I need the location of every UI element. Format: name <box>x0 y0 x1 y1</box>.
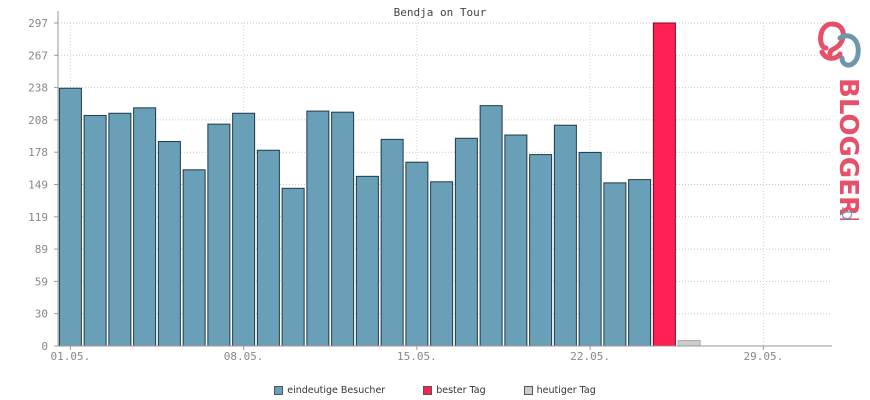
bar <box>652 22 676 347</box>
bar <box>331 111 355 347</box>
bar <box>578 151 602 347</box>
bar <box>405 161 429 347</box>
legend-label-best-day: bester Tag <box>436 385 486 396</box>
bar <box>256 149 280 347</box>
y-tick-label: 178 <box>28 146 48 159</box>
bloggerei-logo: BLOGGEREI .DE <box>818 21 863 220</box>
bar <box>108 112 132 347</box>
legend-item-best-day: bester Tag <box>423 385 486 396</box>
bar <box>306 110 330 347</box>
bar <box>677 340 701 347</box>
chart-title: Bendja on Tour <box>394 6 487 19</box>
bar <box>207 123 231 347</box>
x-tick-label: 22.05. <box>570 350 610 363</box>
bar-group <box>58 22 701 347</box>
bar <box>157 141 181 347</box>
legend-item-today: heutiger Tag <box>523 385 596 396</box>
x-tick-label: 08.05. <box>224 350 264 363</box>
logo-icon <box>818 21 861 68</box>
x-tick-label: 01.05. <box>51 350 91 363</box>
logo-text: BLOGGEREI <box>833 78 863 220</box>
bar <box>529 154 553 347</box>
y-tick-label: 238 <box>28 82 48 95</box>
y-tick-label: 119 <box>28 211 48 224</box>
y-tick-label: 297 <box>28 17 48 30</box>
bar <box>182 169 206 347</box>
legend-label-visitors: eindeutige Besucher <box>287 385 386 396</box>
legend: eindeutige Besucher bester Tag heutiger … <box>0 385 870 396</box>
x-tick-label: 15.05. <box>397 350 437 363</box>
legend-swatch-visitors <box>274 386 284 395</box>
legend-item-visitors: eindeutige Besucher <box>274 385 385 396</box>
bar <box>355 175 379 347</box>
x-tick-label: 29.05. <box>744 350 784 363</box>
y-tick-label: 267 <box>28 49 48 62</box>
bar <box>58 87 82 347</box>
legend-swatch-best-day <box>423 386 433 395</box>
bar <box>454 137 478 347</box>
bar <box>281 187 305 347</box>
bar <box>628 179 652 347</box>
bar <box>232 112 256 347</box>
bar <box>83 114 107 347</box>
y-tick-label: 149 <box>28 179 48 192</box>
legend-label-today: heutiger Tag <box>536 385 596 396</box>
bar <box>603 182 627 347</box>
y-tick-label: 0 <box>41 340 48 353</box>
logo-suffix: .DE <box>838 206 853 220</box>
bar <box>133 107 157 347</box>
y-tick-label: 30 <box>35 308 48 321</box>
bar <box>479 105 503 347</box>
y-tick-label: 89 <box>35 243 48 256</box>
bar <box>380 138 404 347</box>
bar <box>430 181 454 347</box>
axes: 0 30 59 89 119 149 178 208 238 267 297 01.05. 08.05.… <box>28 11 832 363</box>
bar <box>504 134 528 347</box>
y-tick-label: 59 <box>35 275 48 288</box>
legend-swatch-today <box>523 386 533 395</box>
bar <box>553 124 577 347</box>
y-tick-label: 208 <box>28 114 48 127</box>
